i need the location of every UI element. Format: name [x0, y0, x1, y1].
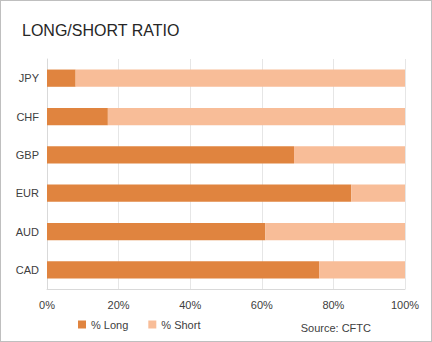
svg-text:40%: 40% — [179, 299, 201, 311]
svg-text:CAD: CAD — [16, 264, 39, 276]
svg-text:80%: 80% — [322, 299, 344, 311]
svg-text:100%: 100% — [391, 299, 419, 311]
svg-text:0%: 0% — [39, 299, 55, 311]
svg-text:60%: 60% — [251, 299, 273, 311]
svg-text:LONG/SHORT RATIO: LONG/SHORT RATIO — [22, 22, 179, 39]
svg-text:JPY: JPY — [19, 72, 40, 84]
svg-text:Source: CFTC: Source: CFTC — [301, 322, 371, 334]
svg-text:EUR: EUR — [16, 187, 39, 199]
svg-text:% Long: % Long — [91, 319, 128, 331]
svg-text:AUD: AUD — [16, 226, 39, 238]
svg-text:GBP: GBP — [16, 149, 39, 161]
svg-text:CHF: CHF — [16, 111, 39, 123]
svg-text:% Short: % Short — [161, 319, 200, 331]
svg-text:20%: 20% — [108, 299, 130, 311]
